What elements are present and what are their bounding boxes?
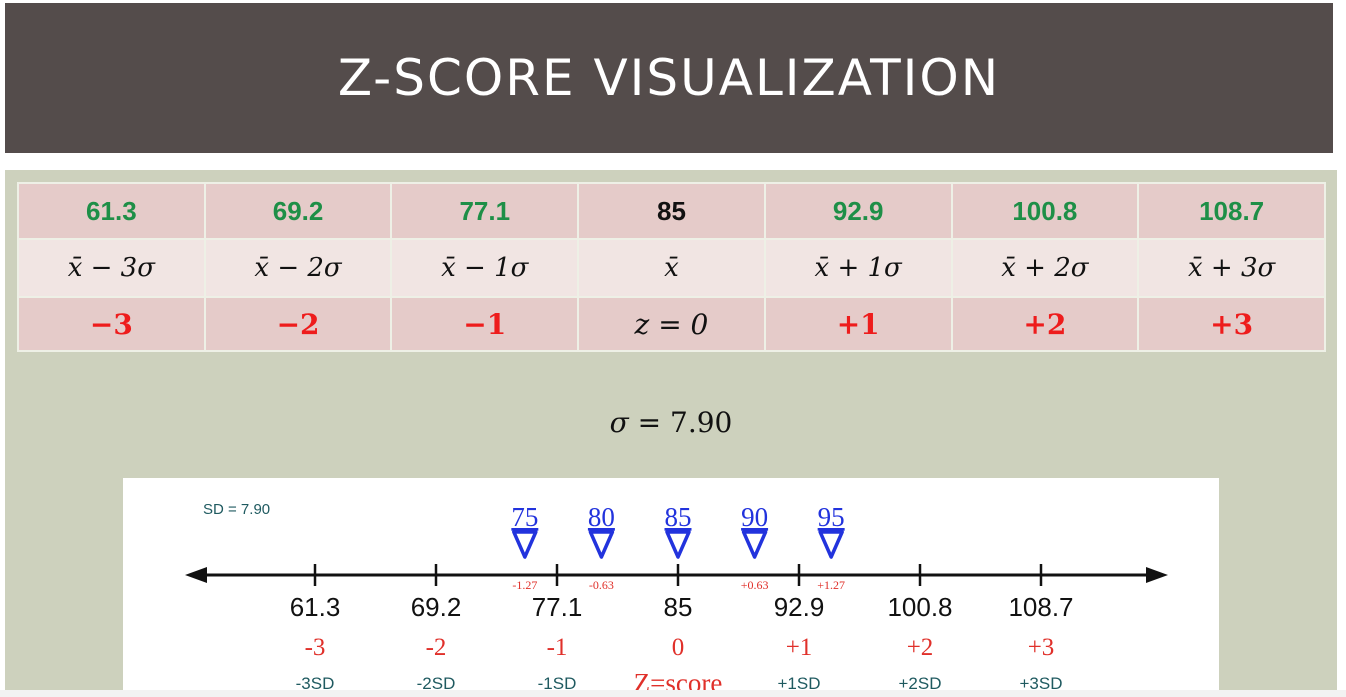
marker-value-label: 95 bbox=[818, 502, 845, 532]
bottom-strip bbox=[0, 690, 1346, 697]
page-title: Z-SCORE VISUALIZATION bbox=[337, 49, 1001, 107]
value-cell: 92.9 bbox=[763, 182, 953, 240]
tick-zscore-label: +1 bbox=[786, 634, 813, 661]
marker-triangle bbox=[665, 530, 691, 559]
tick-value-label: 85 bbox=[664, 592, 693, 622]
marker-zscore-label: -0.63 bbox=[589, 578, 614, 592]
zscore-cell: +1 bbox=[763, 296, 953, 352]
tick-value-label: 77.1 bbox=[532, 592, 583, 622]
expression-cell: x̄ + 1σ bbox=[763, 238, 953, 298]
sigma-value: = 7.90 bbox=[628, 406, 733, 439]
expression-cell: x̄ − 1σ bbox=[390, 238, 580, 298]
zscore-cell: −2 bbox=[203, 296, 393, 352]
expression-cell: x̄ + 3σ bbox=[1137, 238, 1326, 298]
marker-value-label: 80 bbox=[588, 502, 615, 532]
tick-value-label: 92.9 bbox=[774, 592, 825, 622]
tick-sd-label: +2SD bbox=[899, 674, 942, 693]
zscore-cell: +2 bbox=[950, 296, 1140, 352]
marker-value-label: 90 bbox=[741, 502, 768, 532]
axis-right-arrow bbox=[1146, 567, 1168, 583]
number-line-panel: SD = 7.90 61.3 -3 -3SD 69.2 -2 -2SD 77.1 -1 -1SD 8… bbox=[123, 478, 1219, 697]
tick-value-label: 108.7 bbox=[1008, 592, 1073, 622]
mean-value-cell: 85 bbox=[577, 182, 766, 240]
tick-value-label: 61.3 bbox=[290, 592, 341, 622]
tick-zscore-label: +2 bbox=[907, 634, 934, 661]
marker-zscore-label: -1.27 bbox=[512, 578, 537, 592]
tick-sd-label: -1SD bbox=[538, 674, 577, 693]
expression-cell: x̄ − 3σ bbox=[17, 238, 206, 298]
tick-sd-label: +3SD bbox=[1020, 674, 1063, 693]
zscore-cell: −3 bbox=[17, 296, 206, 352]
expression-cell: x̄ − 2σ bbox=[203, 238, 393, 298]
tick-value-label: 69.2 bbox=[411, 592, 462, 622]
zscore-row: −3 −2 −1 z = 0 +1 +2 +3 bbox=[17, 296, 1326, 352]
marker-triangle bbox=[818, 530, 844, 559]
tick-zscore-label: -3 bbox=[305, 634, 326, 661]
tick-zscore-label: 0 bbox=[672, 634, 685, 661]
tick-sd-label: -3SD bbox=[296, 674, 335, 693]
values-row: 61.3 69.2 77.1 85 92.9 100.8 108.7 bbox=[17, 182, 1326, 240]
tick-sd-label: -2SD bbox=[417, 674, 456, 693]
title-bar: Z-SCORE VISUALIZATION bbox=[5, 3, 1333, 153]
tick-zscore-label: -1 bbox=[547, 634, 568, 661]
tick-value-label: 100.8 bbox=[887, 592, 952, 622]
value-cell: 77.1 bbox=[390, 182, 580, 240]
marker-zscore-label: +1.27 bbox=[817, 578, 845, 592]
sd-label: SD = 7.90 bbox=[203, 501, 270, 518]
value-cell: 100.8 bbox=[950, 182, 1140, 240]
zscore-zero-cell: z = 0 bbox=[577, 296, 766, 352]
zscore-cell: −1 bbox=[390, 296, 580, 352]
marker-triangle bbox=[588, 530, 615, 559]
marker-value-label: 85 bbox=[665, 502, 692, 532]
marker-triangle bbox=[741, 530, 768, 559]
tick-zscore-label: -2 bbox=[426, 634, 447, 661]
number-line-diagram: SD = 7.90 61.3 -3 -3SD 69.2 -2 -2SD 77.1 -1 -1SD 8… bbox=[185, 501, 1168, 697]
value-cell: 69.2 bbox=[203, 182, 393, 240]
marker-triangle bbox=[512, 530, 538, 559]
zscore-cell: +3 bbox=[1137, 296, 1326, 352]
sigma-symbol: σ bbox=[609, 406, 629, 439]
zscore-table: 61.3 69.2 77.1 85 92.9 100.8 108.7 x̄ − … bbox=[17, 182, 1326, 352]
axis-left-arrow bbox=[185, 567, 207, 583]
marker-zscore-label: +0.63 bbox=[741, 578, 769, 592]
marker-value-label: 75 bbox=[511, 502, 538, 532]
expression-cell: x̄ bbox=[577, 238, 766, 298]
tick-sd-label: +1SD bbox=[778, 674, 821, 693]
tick-zscore-label: +3 bbox=[1028, 634, 1055, 661]
expression-cell: x̄ + 2σ bbox=[950, 238, 1140, 298]
value-cell: 108.7 bbox=[1137, 182, 1326, 240]
value-cell: 61.3 bbox=[17, 182, 206, 240]
sigma-label: σ = 7.90 bbox=[5, 406, 1337, 439]
expression-row: x̄ − 3σ x̄ − 2σ x̄ − 1σ x̄ x̄ + 1σ x̄ + … bbox=[17, 238, 1326, 298]
